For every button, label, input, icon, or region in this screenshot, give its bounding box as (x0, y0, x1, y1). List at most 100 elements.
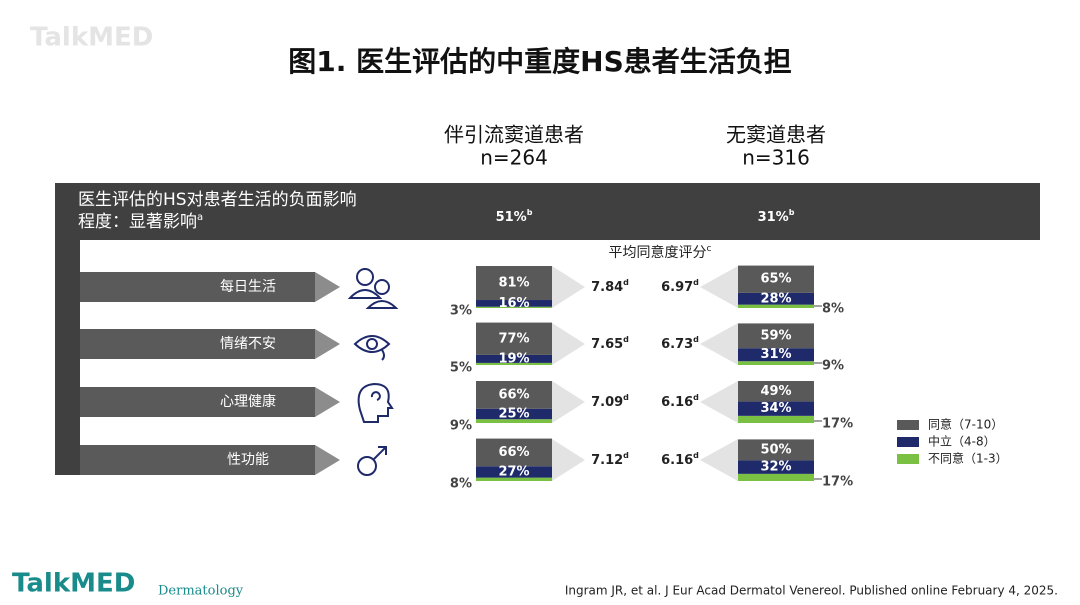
domain-label: 情绪不安 (220, 336, 276, 352)
bar-segment (476, 477, 552, 481)
mean-score: 6.16d (661, 393, 699, 410)
mean-score: 7.65d (591, 335, 629, 352)
domain-label: 性功能 (227, 452, 269, 468)
small-label: 3% (450, 304, 472, 319)
mean-score: 7.84d (591, 278, 629, 295)
legend-label: 同意（7-10） (928, 417, 1003, 432)
footer-logo-sub: Dermatology (158, 584, 244, 599)
mean-score-value: 7.84 (591, 280, 623, 295)
mean-score: 7.12d (591, 451, 629, 468)
row-arrow (315, 445, 340, 475)
bar-segment (738, 361, 814, 365)
overall: 51%b (496, 208, 533, 225)
citation: Ingram JR, et al. J Eur Acad Dermatol Ve… (565, 584, 1058, 598)
mean-score-value: 7.65 (591, 337, 623, 352)
row-connector (80, 445, 315, 475)
bar-segment (476, 362, 552, 365)
note: b (789, 208, 795, 217)
domain-label: 每日生活 (220, 279, 276, 295)
bar-segment (476, 300, 552, 307)
overall-value: 51% (496, 210, 527, 225)
note: d (693, 335, 699, 344)
mean-score: 6.73d (661, 335, 699, 352)
legend-swatch (897, 437, 919, 447)
note: d (623, 335, 629, 344)
row-arrow (315, 272, 340, 302)
pointer (700, 381, 738, 423)
bar-segment (476, 408, 552, 420)
overall: 31%b (758, 208, 795, 225)
mean-score-value: 7.09 (591, 395, 623, 410)
watermark: TalkMED (30, 23, 153, 53)
bar-segment (738, 304, 814, 308)
pointer (552, 323, 585, 365)
bar-segment (476, 322, 552, 355)
bar-segment (738, 381, 814, 402)
note: b (527, 208, 533, 217)
segment-label: 27% (498, 464, 529, 479)
bar-segment (738, 415, 814, 423)
row-connector (80, 329, 315, 359)
pointer (552, 381, 585, 423)
note: d (693, 451, 699, 460)
group-name: 伴引流窦道患者 (444, 123, 584, 147)
mean-score-value: 6.16 (661, 453, 693, 468)
bar-segment (738, 348, 814, 362)
banner-line: 医生评估的HS对患者生活的负面影响 (78, 190, 357, 210)
bar-segment (476, 354, 552, 363)
group-n: n=264 (480, 146, 548, 170)
legend-swatch (897, 454, 919, 464)
segment-label: 19% (498, 351, 529, 366)
small-label: 17% (822, 475, 853, 490)
segment-label: 34% (760, 401, 791, 416)
segment-label: 25% (498, 406, 529, 421)
mean-score: 6.97d (661, 278, 699, 295)
small-label: 9% (450, 419, 472, 434)
title: 图1. 医生评估的中重度HS患者生活负担 (288, 45, 791, 78)
legend-swatch (897, 420, 919, 430)
legend-label: 中立（4-8） (928, 434, 996, 449)
overall-value: 31% (758, 210, 789, 225)
footer-logo: TalkMED (12, 569, 135, 599)
small-label: 17% (822, 417, 853, 432)
row-connector (80, 272, 315, 302)
segment-label: 28% (760, 291, 791, 306)
small-label: 8% (822, 302, 844, 317)
frame-bar (55, 183, 80, 475)
mean-score-value: 6.73 (661, 337, 693, 352)
banner-line: 程度：显著影响a (78, 212, 203, 232)
bar-segment (738, 401, 814, 416)
segment-label: 16% (498, 296, 529, 311)
bar-segment (738, 292, 814, 305)
note: d (623, 393, 629, 402)
bar-segment (738, 473, 814, 481)
mean-score-value: 6.97 (661, 280, 693, 295)
icons (347, 268, 399, 476)
note: d (623, 451, 629, 460)
segment-label: 32% (760, 460, 791, 475)
small-label: 5% (450, 361, 472, 376)
bar-segment (476, 438, 552, 467)
mean-score: 6.16d (661, 451, 699, 468)
segment-label: 31% (760, 347, 791, 362)
bar-segment (738, 460, 814, 474)
banner (55, 183, 1040, 240)
small-label: 9% (822, 359, 844, 374)
bar-segment (738, 439, 814, 461)
group-n: n=316 (742, 146, 810, 170)
bar-segment (738, 265, 814, 293)
segment-label: 66% (498, 387, 529, 402)
bar-segment (738, 323, 814, 349)
pointer (700, 439, 738, 481)
row-arrow (315, 387, 340, 417)
bar-segment (476, 466, 552, 478)
segment-label: 81% (498, 276, 529, 291)
mean-score-value: 7.12 (591, 453, 623, 468)
bar-segment (476, 266, 552, 301)
pointer (700, 323, 738, 365)
legend-label: 不同意（1-3） (928, 451, 1008, 466)
bar-segment (476, 419, 552, 423)
group-name: 无窦道患者 (726, 123, 826, 147)
mean-score-value: 6.16 (661, 395, 693, 410)
